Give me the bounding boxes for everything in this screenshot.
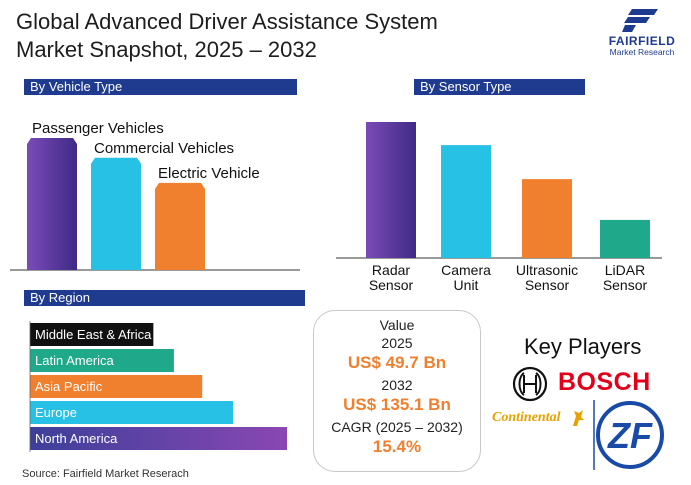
title-line-2: Market Snapshot, 2025 – 2032 [16,37,317,62]
continental-logo: Continental [492,410,561,425]
sensor-label-ultrasonic-sensor-line-2: Sensor [525,277,570,293]
sensor-bar-ultrasonic-sensor [522,179,572,258]
logo-brand: FAIRFIELD [608,34,676,48]
vehicle-bar-passenger-vehicles [27,138,77,270]
region-header: By Region [20,290,305,306]
sensor-label-lidar-sensor-line-1: LiDAR [605,262,645,278]
sensor-bar-lidar-sensor [600,219,650,258]
sensor-label-lidar-sensor-line-2: Sensor [603,277,648,293]
region-label-latin-america: Latin America [35,353,115,368]
region-bar-middle-east-africa [30,323,154,346]
region-label-europe: Europe [35,405,77,420]
bosch-armature-icon [512,366,548,402]
source-note: Source: Fairfield Market Reserach [22,468,189,480]
region-bar-north-america [30,427,287,450]
vehicle-type-chart: Passenger Vehicles Commercial Vehicles Ele… [10,120,300,271]
sensor-label-radar-sensor-line-1: Radar [372,262,410,278]
region-bar-latin-america [30,349,174,372]
value-2032: US$ 135.1 Bn [343,395,451,414]
market-value-box: Value 2025 US$ 49.7 Bn 2032 US$ 135.1 Bn… [313,310,481,472]
value-year-2025: 2025 [381,335,413,351]
vehicle-label-commercial-vehicles: Commercial Vehicles [94,140,234,157]
vehicle-type-header: By Vehicle Type [20,79,297,95]
value-2025: US$ 49.7 Bn [347,353,447,372]
cagr-value: 15.4% [372,437,422,456]
fairfield-logo-icon [622,9,658,32]
fairfield-logo: FAIRFIELD Market Research [596,34,688,57]
key-players-title: Key Players [524,334,642,359]
value-year-2032: 2032 [381,377,413,393]
region-label-middle-east-africa: Middle East & Africa [35,327,152,342]
zf-logo-icon: ZF [593,400,664,470]
vehicle-label-electric-vehicle: Electric Vehicle [158,165,260,182]
sensor-label-camera-unit-line-1: Camera [441,262,491,278]
sensor-type-header: By Sensor Type [410,79,585,95]
region-bar-asia-pacific [30,375,203,398]
vehicle-bar-electric-vehicle [155,182,205,270]
sensor-label-ultrasonic-sensor-line-1: Ultrasonic [516,262,578,278]
title-line-1: Global Advanced Driver Assistance System [16,9,438,34]
logo-subtitle: Market Research [609,47,675,57]
cagr-label: CAGR (2025 – 2032) [331,419,463,435]
sensor-label-camera-unit-line-2: Unit [454,277,479,293]
region-chart: Middle East & Africa Latin America Asia Pa… [29,321,287,452]
bosch-logo: BOSCH [558,368,651,396]
sensor-bar-camera-unit [441,145,491,258]
continental-horse-icon [573,410,584,426]
vehicle-bar-commercial-vehicles [91,157,141,270]
region-label-asia-pacific: Asia Pacific [35,379,103,394]
region-bar-europe [30,401,234,424]
sensor-type-chart: RadarSensorCameraUnitUltrasonicSensorLiD… [336,122,662,293]
sensor-bar-radar-sensor [366,122,416,258]
vehicle-label-passenger-vehicles: Passenger Vehicles [32,120,164,137]
page-title: Global Advanced Driver Assistance System… [16,8,438,64]
region-label-north-america: North America [35,431,118,446]
value-label: Value [379,317,415,333]
zf-logo-text: ZF [607,415,653,456]
sensor-label-radar-sensor-line-2: Sensor [369,277,414,293]
